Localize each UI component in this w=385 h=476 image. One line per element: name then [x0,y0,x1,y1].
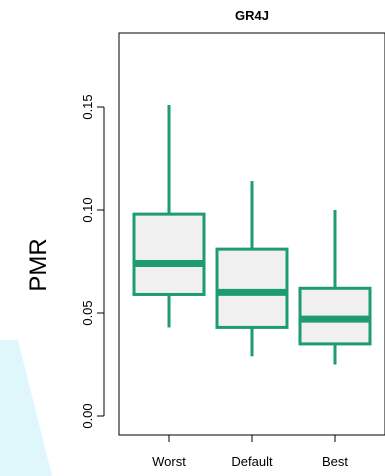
y-tick-label: 0.05 [80,300,95,325]
x-tick-label: Worst [152,454,186,469]
y-tick-label: 0.10 [80,197,95,222]
boxes-group [132,104,372,365]
y-tick-label: 0.15 [80,94,95,119]
x-axis: Worst Default Best [152,434,348,469]
y-axis: 0.00 0.05 0.10 0.15 [80,94,105,429]
box-default [215,181,289,357]
iqr-box [132,212,206,296]
watermark-decoration [0,340,52,476]
box-best [298,210,372,365]
y-axis-label: PMR [25,238,52,291]
box-worst [132,104,206,328]
iqr-box [215,247,289,329]
y-tick-label: 0.00 [80,403,95,428]
chart-title: GR4J [235,8,269,23]
x-tick-label: Best [322,454,348,469]
x-tick-label: Default [231,454,273,469]
